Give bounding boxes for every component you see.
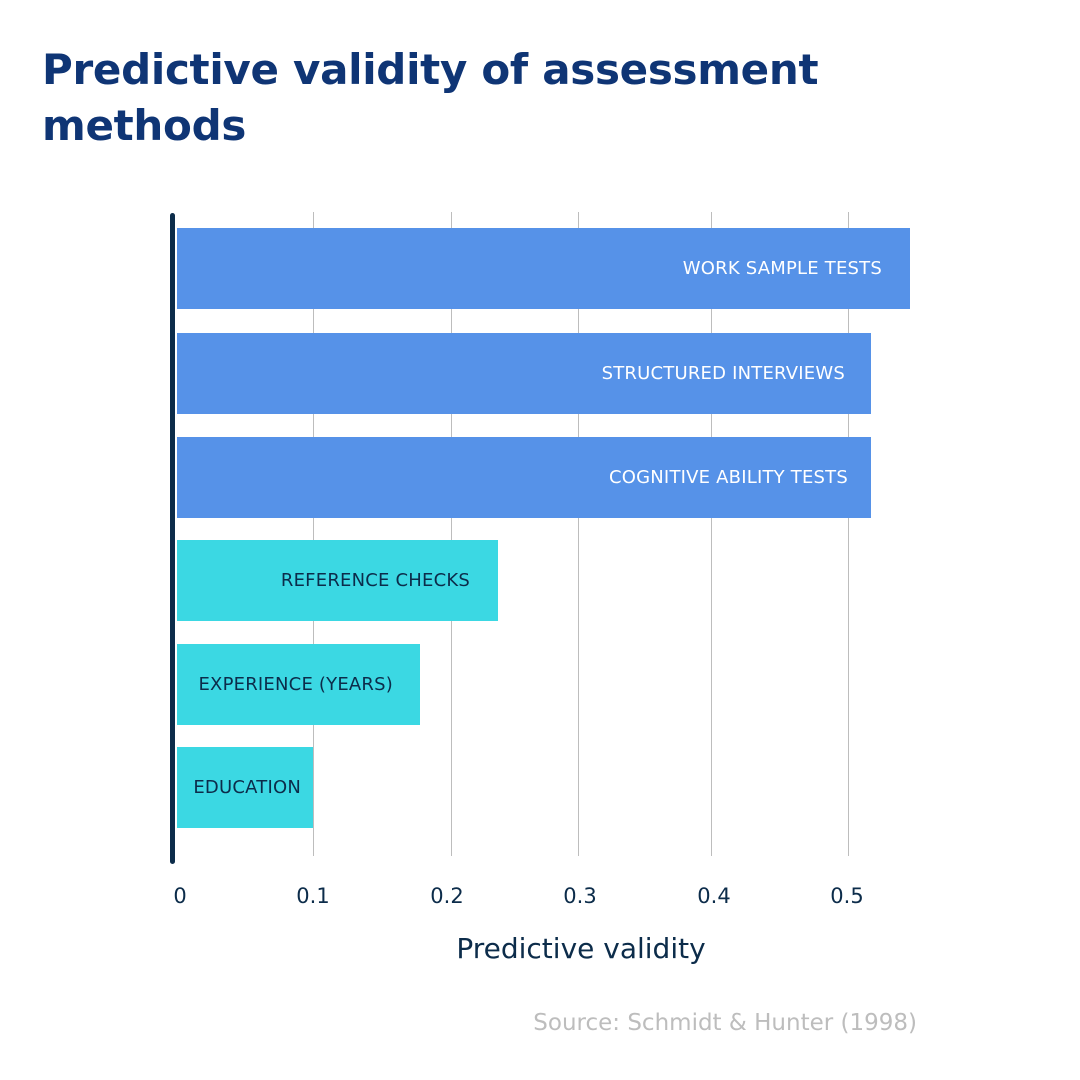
bar-structured-interviews: STRUCTURED INTERVIEWS — [177, 333, 871, 414]
x-tick-0-4: 0.4 — [697, 884, 731, 908]
x-axis-label: Predictive validity — [456, 932, 706, 965]
chart-title: Predictive validity of assessment method… — [42, 45, 819, 150]
bar-label: STRUCTURED INTERVIEWS — [601, 363, 845, 384]
x-tick-0-5: 0.5 — [830, 884, 864, 908]
gridline-0-4 — [711, 212, 712, 856]
bar-experience-years: EXPERIENCE (YEARS) — [177, 644, 420, 725]
gridline-0-3 — [578, 212, 579, 856]
x-tick-0: 0 — [173, 884, 187, 908]
bar-cognitive-ability-tests: COGNITIVE ABILITY TESTS — [177, 437, 871, 518]
x-tick-0-1: 0.1 — [296, 884, 330, 908]
bar-label: EXPERIENCE (YEARS) — [198, 674, 393, 695]
x-tick-0-3: 0.3 — [563, 884, 597, 908]
x-tick-0-2: 0.2 — [430, 884, 464, 908]
bar-education: EDUCATION — [177, 747, 313, 828]
bar-label: WORK SAMPLE TESTS — [682, 258, 882, 279]
source-note: Source: Schmidt & Hunter (1998) — [533, 1010, 917, 1036]
bar-label: COGNITIVE ABILITY TESTS — [608, 467, 848, 488]
bar-work-sample-tests: WORK SAMPLE TESTS — [177, 228, 910, 309]
bar-label: REFERENCE CHECKS — [280, 570, 470, 591]
bar-label: EDUCATION — [193, 777, 301, 798]
gridline-0-1 — [313, 212, 314, 856]
y-axis-line — [170, 213, 175, 864]
gridline-0-5 — [848, 212, 849, 856]
gridline-0-2 — [451, 212, 452, 856]
bar-reference-checks: REFERENCE CHECKS — [177, 540, 498, 621]
